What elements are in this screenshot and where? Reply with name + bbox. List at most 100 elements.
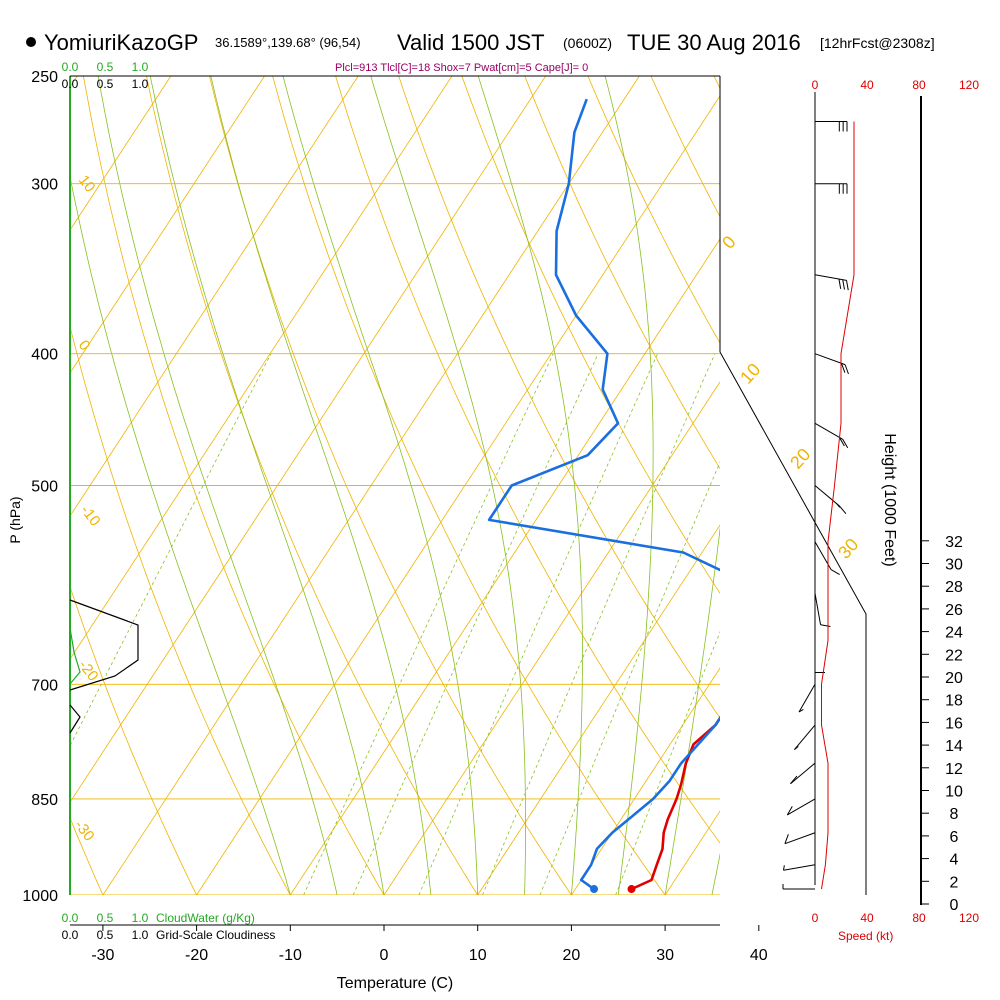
speed-tick-bottom: 120 bbox=[959, 911, 979, 925]
temperature-tick-label: -30 bbox=[91, 947, 114, 964]
pressure-axis-title: P (hPa) bbox=[7, 496, 23, 543]
isotherm-line bbox=[70, 76, 265, 374]
pressure-tick-label: 400 bbox=[31, 347, 58, 364]
moist-adiabat-line bbox=[210, 76, 432, 895]
cloudwater-tick-bottom: 0.5 bbox=[97, 911, 114, 925]
speed-tick-bottom: 40 bbox=[860, 911, 874, 925]
moist-adiabat-label: 0 bbox=[718, 232, 740, 253]
mixing-ratio-line bbox=[539, 461, 720, 895]
wind-speed-line bbox=[821, 121, 855, 890]
speed-tick-bottom: 80 bbox=[912, 911, 926, 925]
barb-staff bbox=[787, 798, 816, 816]
adiabat-label: 10 bbox=[75, 172, 99, 196]
plot-frame bbox=[69, 75, 867, 926]
station-location: 36.1589°,139.68° (96,54) bbox=[215, 35, 361, 50]
barb-flag bbox=[838, 437, 845, 447]
wind-barb bbox=[814, 593, 831, 627]
height-tick-label: 6 bbox=[950, 829, 959, 846]
barb-flag bbox=[838, 278, 842, 289]
barb-half-flag bbox=[782, 865, 785, 871]
dry-adiabat-line bbox=[335, 76, 720, 844]
height-tick-label: 20 bbox=[945, 670, 963, 687]
barb-flag bbox=[842, 279, 845, 290]
valid-time: Valid 1500 JST bbox=[397, 30, 545, 55]
barb-half-flag bbox=[794, 745, 799, 750]
mixing-ratio-label: 3 bbox=[351, 900, 369, 915]
temperature-axis: Temperature (C) -30 -20 -10 0 10 20 30 40 bbox=[91, 925, 768, 992]
barb-half-flag bbox=[836, 503, 841, 508]
barb-staff bbox=[814, 274, 847, 281]
moist-adiabat-line bbox=[664, 526, 720, 895]
barb-flag bbox=[784, 834, 789, 844]
wind-barb bbox=[815, 183, 848, 194]
speed-tick-top: 0 bbox=[812, 78, 819, 92]
cloudwater-tick-top: 0.5 bbox=[97, 60, 114, 74]
speed-tick-top: 40 bbox=[860, 78, 874, 92]
stability-indices: Plcl=913 Tlcl[C]=18 Shox=7 Pwat[cm]=5 Ca… bbox=[335, 62, 588, 74]
barb-staff bbox=[790, 762, 816, 785]
adiabat-label: -10 bbox=[77, 502, 104, 530]
isotherm-line bbox=[70, 76, 172, 231]
wind-barb bbox=[814, 485, 847, 515]
temperature-surface-marker bbox=[627, 885, 636, 894]
pressure-tick-label: 300 bbox=[31, 177, 58, 194]
barb-flag bbox=[842, 439, 849, 449]
cloudiness-profile bbox=[69, 599, 139, 734]
height-tick-label: 30 bbox=[945, 557, 963, 574]
wind-barb bbox=[794, 724, 816, 750]
moist-adiabat-line bbox=[370, 76, 526, 895]
temperature-tick-label: 30 bbox=[656, 947, 674, 964]
temperature-tick-label: 0 bbox=[380, 947, 389, 964]
cloudiness-tick-top: 1.0 bbox=[132, 77, 149, 91]
temperature-tick-label: 10 bbox=[469, 947, 487, 964]
height-tick-label: 24 bbox=[945, 625, 963, 642]
height-tick-label: 8 bbox=[950, 806, 959, 823]
barb-staff bbox=[814, 422, 843, 440]
dry-adiabat-line bbox=[272, 76, 666, 895]
moist-adiabat-line bbox=[711, 852, 720, 895]
barb-staff bbox=[798, 684, 816, 713]
cloudiness-tick-bottom: 0.0 bbox=[62, 928, 79, 942]
mixing-ratio-label: 8 bbox=[479, 900, 497, 915]
barb-staff bbox=[794, 724, 816, 750]
pressure-tick-label: 250 bbox=[31, 69, 58, 86]
dry-adiabat-line bbox=[209, 76, 572, 895]
moist-adiabat-line bbox=[604, 76, 654, 895]
cloudwater-tick-top: 0.0 bbox=[62, 60, 79, 74]
dry-adiabat-line bbox=[398, 76, 720, 719]
dry-adiabat-line bbox=[524, 76, 720, 470]
moist-adiabat-line bbox=[477, 76, 583, 895]
temperature-tick-label: 20 bbox=[563, 947, 581, 964]
speed-tick-top: 120 bbox=[959, 78, 979, 92]
adiabat-label: -20 bbox=[75, 657, 102, 685]
barb-staff bbox=[783, 864, 816, 871]
speed-tick-top: 80 bbox=[912, 78, 926, 92]
dry-adiabat-line bbox=[70, 816, 104, 895]
dry-adiabat-line bbox=[146, 76, 479, 895]
temperature-axis-title: Temperature (C) bbox=[337, 975, 453, 992]
dry-adiabat-line bbox=[461, 76, 720, 594]
forecast-info: [12hrFcst@2308z] bbox=[820, 35, 935, 51]
adiabat-label: -30 bbox=[71, 817, 98, 845]
temperature-tick-label: -20 bbox=[185, 947, 208, 964]
mixing-ratio-label: 12 bbox=[534, 895, 556, 917]
height-tick-label: 2 bbox=[950, 874, 959, 891]
barb-half-flag bbox=[798, 709, 804, 713]
moist-adiabat-label: 20 bbox=[786, 444, 814, 472]
temperature-tick-label: 40 bbox=[750, 947, 768, 964]
barb-flag bbox=[844, 364, 849, 375]
mixing-ratio-line bbox=[482, 353, 716, 895]
isotherm-line bbox=[759, 76, 1000, 895]
dry-adiabat-line bbox=[587, 76, 720, 344]
guide-lines: 100-10-20-30.1 2 3 5 8 12 20 bbox=[70, 76, 1000, 917]
moist-adiabat-label: 30 bbox=[834, 534, 862, 562]
pressure-tick-label: 1000 bbox=[22, 888, 58, 905]
wind-barb bbox=[814, 353, 849, 375]
bullet-icon bbox=[26, 37, 36, 47]
header: YomiuriKazoGP 36.1589°,139.68° (96,54) V… bbox=[26, 30, 935, 74]
wind-barb bbox=[782, 864, 816, 871]
cloudwater-label: CloudWater (g/Kg) bbox=[156, 911, 255, 925]
pressure-tick-label: 850 bbox=[31, 792, 58, 809]
